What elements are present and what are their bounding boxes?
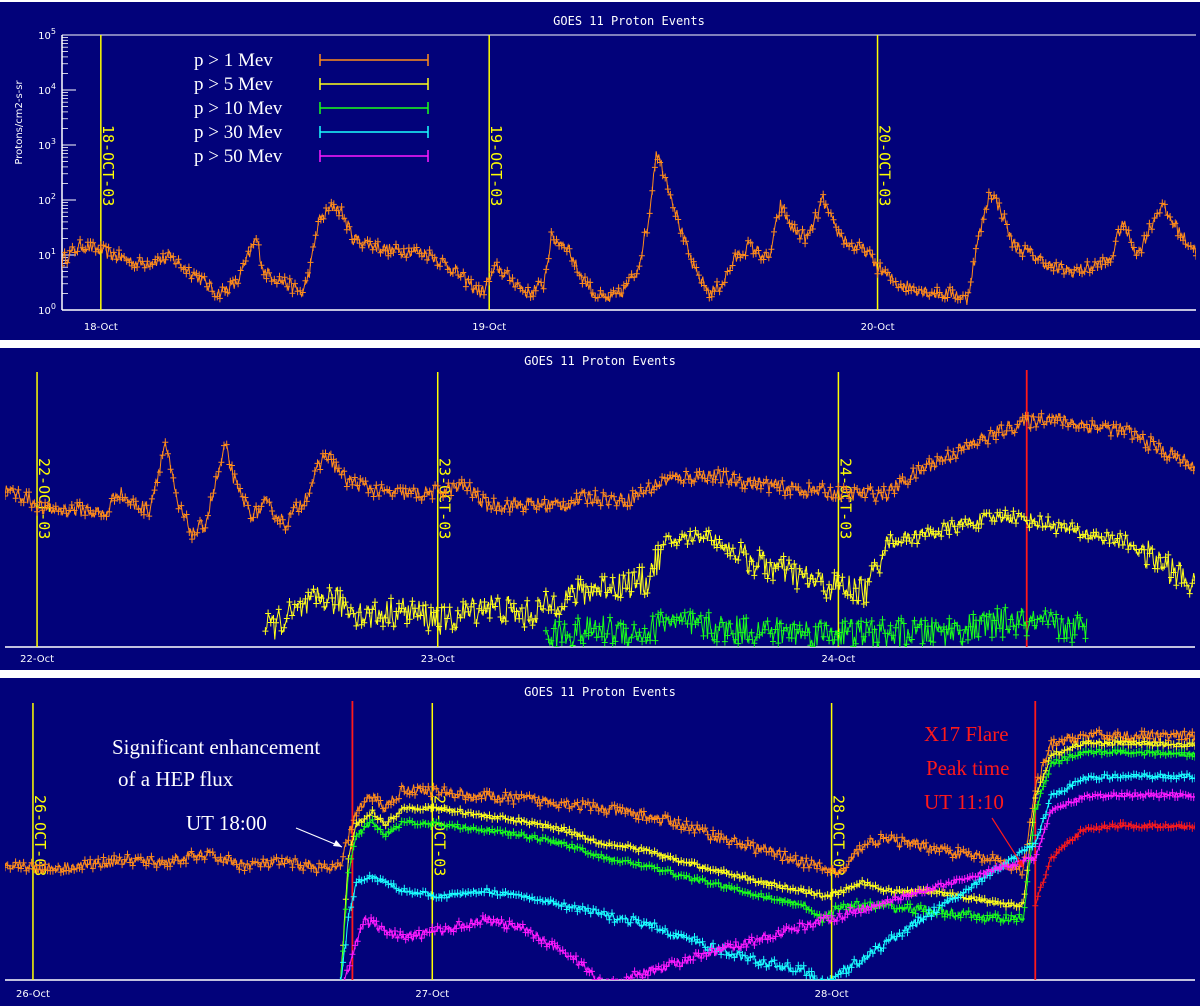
panel-1: GOES 11 Proton Events100101102103104105P… — [0, 2, 1200, 340]
series-markers — [340, 745, 1195, 956]
chart-title: GOES 11 Proton Events — [524, 685, 676, 699]
day-marker-label: 19-OCT-03 — [487, 125, 505, 206]
legend-label: p > 50 Mev — [194, 146, 283, 167]
x-tick-label: 18-Oct — [84, 322, 118, 333]
x-tick-label: 27-Oct — [415, 989, 449, 1000]
day-marker-label: 26-OCT-03 — [31, 795, 49, 876]
annotation-arrowhead — [1017, 860, 1024, 868]
annotation-text: of a HEP flux — [118, 767, 234, 791]
legend-swatch-end — [319, 78, 429, 90]
annotation-text: Peak time — [926, 756, 1009, 780]
legend-swatch-end — [319, 126, 429, 138]
day-marker-label: 24-OCT-03 — [836, 458, 854, 539]
chart-title: GOES 11 Proton Events — [553, 14, 705, 28]
series-markers — [542, 603, 1089, 647]
series-markers — [5, 726, 1195, 879]
legend-swatch-end — [319, 150, 429, 162]
series-line — [340, 748, 1195, 980]
day-marker-label: 22-OCT-03 — [35, 458, 53, 539]
annotation-arrowhead — [333, 840, 342, 847]
x-tick-label: 26-Oct — [16, 989, 50, 1000]
x-tick-label: 28-Oct — [815, 989, 849, 1000]
x-tick-label: 20-Oct — [861, 322, 895, 333]
x-tick-label: 23-Oct — [421, 654, 455, 665]
y-axis-label: Protons/cm2-s-sr — [14, 80, 25, 165]
series-group — [5, 726, 1195, 980]
series-group — [5, 409, 1195, 647]
panel-3: GOES 11 Proton Events 26-Oct 27-Oct 28-Oct 2… — [0, 678, 1200, 1006]
annotation-text: Significant enhancement — [112, 735, 320, 759]
day-marker-label: 18-OCT-03 — [99, 125, 117, 206]
series-markers — [1032, 819, 1195, 910]
series-line — [545, 606, 1088, 647]
series-markers — [5, 409, 1195, 544]
legend-swatch-end — [319, 102, 429, 114]
annotation-text: UT 11:10 — [924, 790, 1004, 814]
legend-label: p > 1 Mev — [194, 50, 273, 71]
day-marker-label: 20-OCT-03 — [876, 125, 894, 206]
annotation-text: UT 18:00 — [186, 811, 267, 835]
legend-label: p > 30 Mev — [194, 122, 283, 143]
legend-swatch-end — [319, 54, 429, 66]
panel-2: GOES 11 Proton Events 22-Oct 23-Oct 24-Oct 2… — [0, 348, 1200, 670]
annotation-text: X17 Flare — [924, 722, 1009, 746]
legend-label: p > 5 Mev — [194, 74, 273, 95]
x-tick-label: 24-Oct — [821, 654, 855, 665]
day-marker-label: 27-OCT-03 — [430, 795, 448, 876]
day-marker-label: 23-OCT-03 — [436, 458, 454, 539]
x-tick-label: 19-Oct — [472, 322, 506, 333]
series-markers — [340, 737, 1195, 950]
series-markers — [262, 506, 1195, 636]
day-marker-label: 28-OCT-03 — [830, 795, 848, 876]
legend-label: p > 10 Mev — [194, 98, 283, 119]
series-group — [62, 151, 1196, 305]
annotation-arrow — [991, 817, 1025, 869]
chart-title: GOES 11 Proton Events — [524, 354, 676, 368]
x-tick-label: 22-Oct — [20, 654, 54, 665]
series-markers — [62, 155, 1196, 304]
series-markers — [339, 769, 1195, 980]
series-markers — [343, 788, 1195, 980]
